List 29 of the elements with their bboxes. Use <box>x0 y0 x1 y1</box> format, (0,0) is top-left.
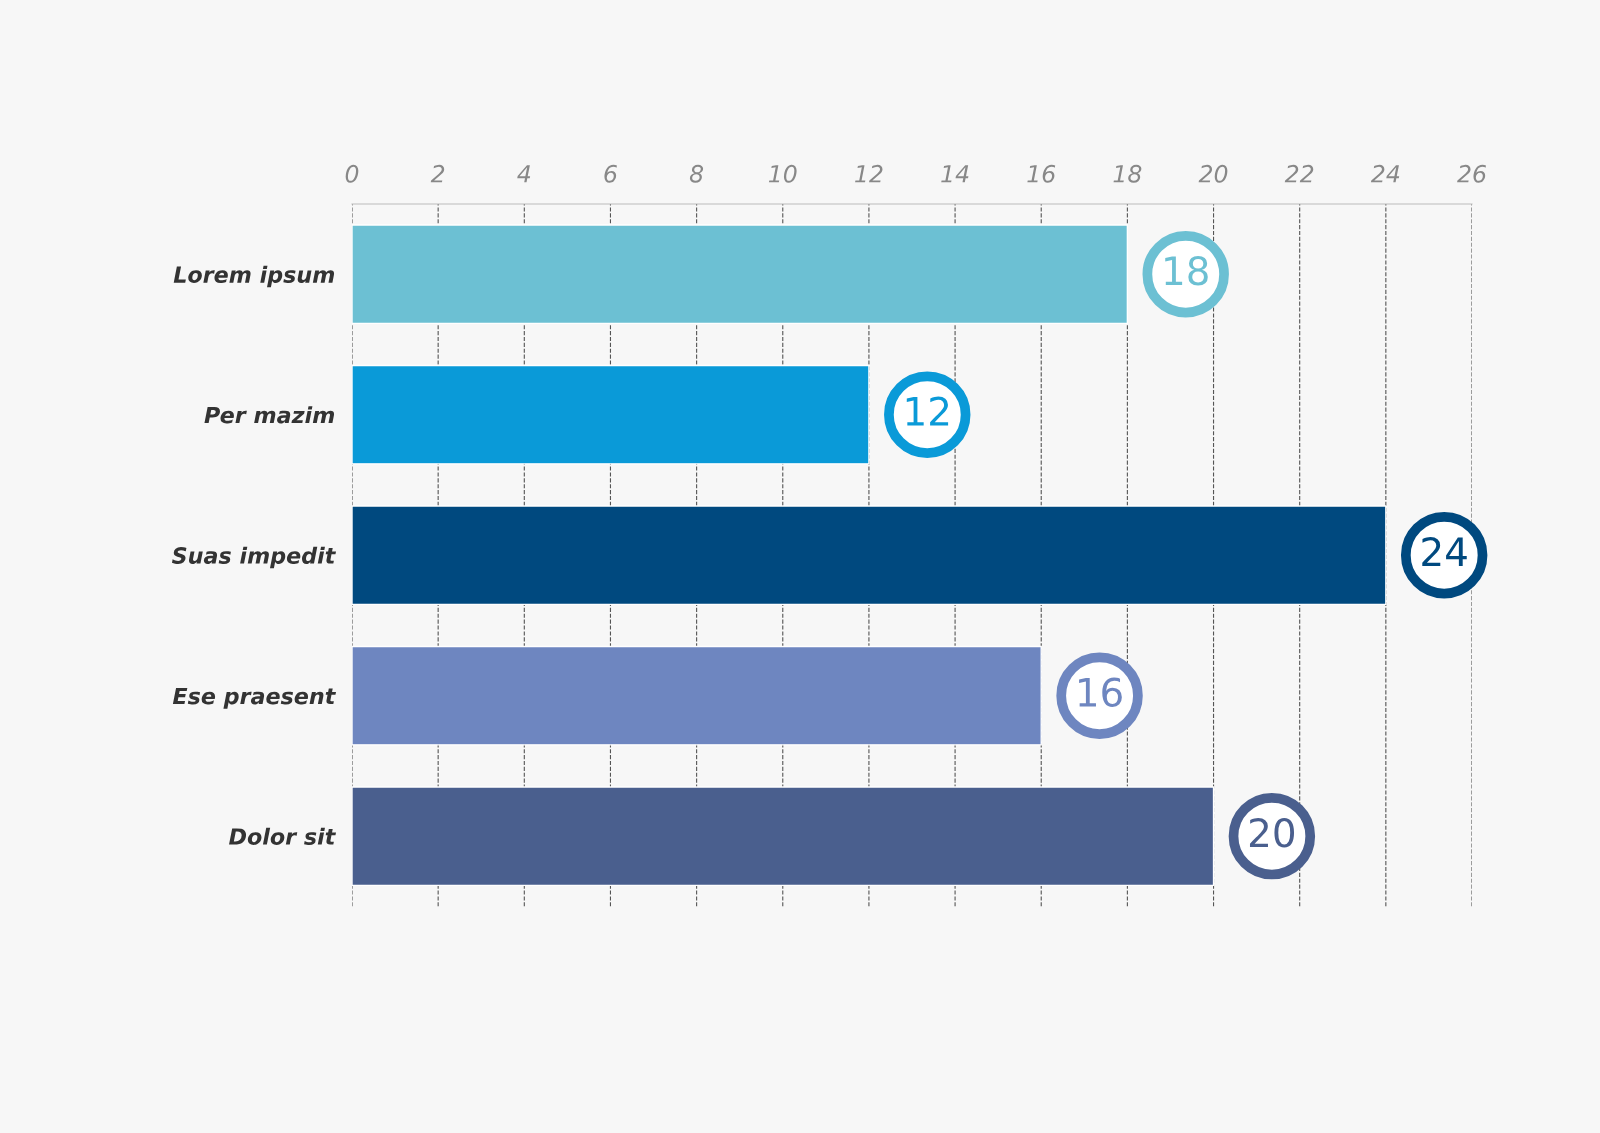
x-tick-label: 14 <box>941 165 969 183</box>
y-tick-label: Per mazim <box>204 406 335 424</box>
x-tick-label: 2 <box>430 164 445 183</box>
bar <box>352 645 1042 746</box>
y-tick-label: Ese praesent <box>172 687 337 709</box>
y-tick-label: Lorem ipsum <box>173 265 335 288</box>
data-label: 16 <box>1079 677 1122 707</box>
x-tick-label: 22 <box>1284 164 1314 183</box>
bar <box>352 364 870 465</box>
data-label: 20 <box>1249 818 1295 848</box>
bar <box>352 224 1129 325</box>
data-label: 12 <box>906 396 949 426</box>
y-tick-label: Dolor sit <box>229 827 337 845</box>
bar <box>352 786 1215 887</box>
x-tick-label: 24 <box>1370 164 1400 183</box>
x-tick-label: 0 <box>345 164 359 183</box>
y-tick-label: Suas impedit <box>171 546 337 569</box>
x-tick-label: 26 <box>1457 164 1486 183</box>
x-tick-label: 12 <box>855 164 883 183</box>
x-tick-label: 16 <box>1027 164 1056 183</box>
data-label: 24 <box>1422 537 1467 566</box>
data-label: 18 <box>1165 256 1208 286</box>
x-tick-label: 8 <box>689 164 704 183</box>
x-tick-label: 20 <box>1198 164 1228 183</box>
x-tick-label: 18 <box>1113 164 1142 183</box>
bar <box>352 505 1387 606</box>
x-tick-label: 6 <box>604 164 617 183</box>
x-tick-label: 10 <box>768 164 797 183</box>
x-tick-label: 4 <box>517 165 531 183</box>
